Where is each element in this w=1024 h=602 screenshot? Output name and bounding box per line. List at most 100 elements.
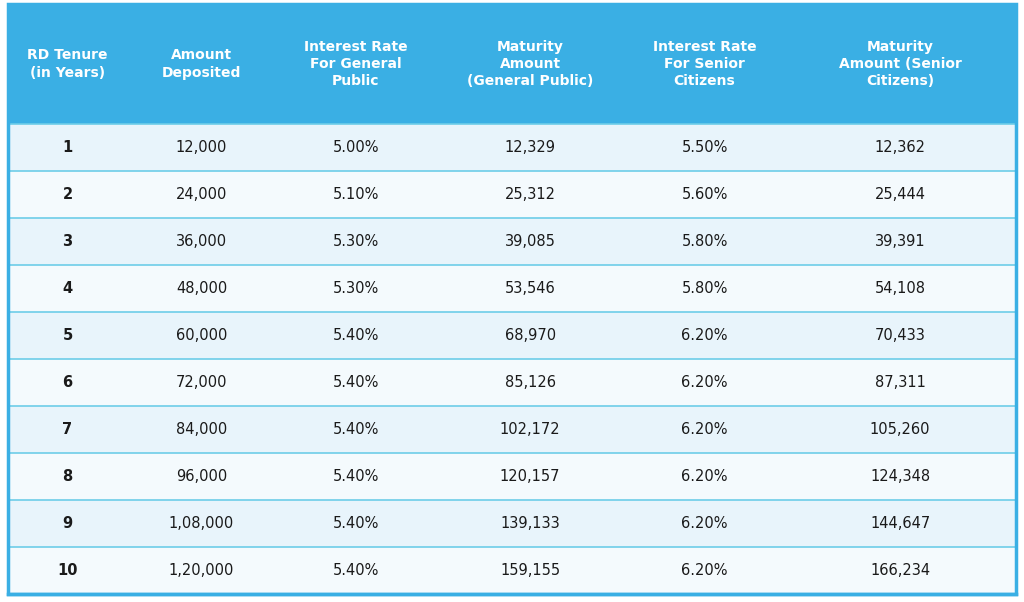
Text: 5.40%: 5.40% <box>333 422 379 437</box>
Text: 5.30%: 5.30% <box>333 234 379 249</box>
Text: 5: 5 <box>62 328 73 343</box>
Text: 85,126: 85,126 <box>505 375 556 390</box>
Bar <box>8 124 127 171</box>
Bar <box>127 171 276 218</box>
Text: 5.40%: 5.40% <box>333 563 379 578</box>
Text: 5.50%: 5.50% <box>681 140 728 155</box>
Bar <box>435 312 625 359</box>
Bar <box>276 547 435 594</box>
Bar <box>127 547 276 594</box>
Bar <box>127 218 276 265</box>
Bar <box>784 453 1016 500</box>
Text: 12,329: 12,329 <box>505 140 556 155</box>
Bar <box>784 312 1016 359</box>
Text: 68,970: 68,970 <box>505 328 556 343</box>
Bar <box>625 547 784 594</box>
Text: 6: 6 <box>62 375 73 390</box>
Text: 139,133: 139,133 <box>501 516 560 531</box>
Bar <box>276 265 435 312</box>
Bar <box>127 453 276 500</box>
Text: 6.20%: 6.20% <box>681 422 728 437</box>
Bar <box>276 453 435 500</box>
Text: 54,108: 54,108 <box>874 281 926 296</box>
Text: RD Tenure
(in Years): RD Tenure (in Years) <box>28 48 108 79</box>
Bar <box>784 359 1016 406</box>
Text: 60,000: 60,000 <box>176 328 227 343</box>
Text: 25,444: 25,444 <box>874 187 926 202</box>
Text: 5.10%: 5.10% <box>333 187 379 202</box>
Text: 12,000: 12,000 <box>176 140 227 155</box>
Text: 12,362: 12,362 <box>874 140 926 155</box>
Text: 1,08,000: 1,08,000 <box>169 516 234 531</box>
Bar <box>276 359 435 406</box>
Text: 25,312: 25,312 <box>505 187 556 202</box>
Text: 102,172: 102,172 <box>500 422 560 437</box>
Text: Maturity
Amount
(General Public): Maturity Amount (General Public) <box>467 40 593 88</box>
Bar <box>625 406 784 453</box>
Bar <box>276 218 435 265</box>
Text: 6.20%: 6.20% <box>681 469 728 484</box>
Text: 53,546: 53,546 <box>505 281 555 296</box>
Text: Interest Rate
For General
Public: Interest Rate For General Public <box>304 40 408 88</box>
Text: 9: 9 <box>62 516 73 531</box>
Bar <box>784 4 1016 124</box>
Text: 6.20%: 6.20% <box>681 516 728 531</box>
Text: 124,348: 124,348 <box>870 469 930 484</box>
Bar <box>127 4 276 124</box>
Text: 1,20,000: 1,20,000 <box>169 563 234 578</box>
Text: 84,000: 84,000 <box>176 422 227 437</box>
Bar <box>127 265 276 312</box>
Text: 96,000: 96,000 <box>176 469 227 484</box>
Bar <box>127 500 276 547</box>
Bar <box>127 359 276 406</box>
Bar <box>784 265 1016 312</box>
Text: 3: 3 <box>62 234 73 249</box>
Bar <box>8 4 127 124</box>
Text: 166,234: 166,234 <box>870 563 930 578</box>
Bar <box>276 312 435 359</box>
Text: 105,260: 105,260 <box>869 422 931 437</box>
Bar <box>784 547 1016 594</box>
Text: 8: 8 <box>62 469 73 484</box>
Text: 70,433: 70,433 <box>874 328 926 343</box>
Text: 1: 1 <box>62 140 73 155</box>
Text: 24,000: 24,000 <box>176 187 227 202</box>
Bar <box>8 453 127 500</box>
Bar <box>625 500 784 547</box>
Bar <box>8 359 127 406</box>
Bar <box>435 453 625 500</box>
Bar <box>8 547 127 594</box>
Bar <box>625 312 784 359</box>
Text: 87,311: 87,311 <box>874 375 926 390</box>
Bar <box>435 500 625 547</box>
Text: 120,157: 120,157 <box>500 469 560 484</box>
Text: Amount
Deposited: Amount Deposited <box>162 48 242 79</box>
Bar <box>127 406 276 453</box>
Bar <box>625 218 784 265</box>
Bar <box>435 547 625 594</box>
Bar <box>625 359 784 406</box>
Bar <box>276 500 435 547</box>
Bar <box>435 4 625 124</box>
Bar <box>435 171 625 218</box>
Text: 2: 2 <box>62 187 73 202</box>
Bar <box>784 500 1016 547</box>
Text: 5.30%: 5.30% <box>333 281 379 296</box>
Bar <box>625 124 784 171</box>
Text: 5.60%: 5.60% <box>681 187 728 202</box>
Text: 7: 7 <box>62 422 73 437</box>
Text: 5.80%: 5.80% <box>681 281 728 296</box>
Bar <box>625 453 784 500</box>
Text: 5.80%: 5.80% <box>681 234 728 249</box>
Text: 72,000: 72,000 <box>176 375 227 390</box>
Bar <box>784 171 1016 218</box>
Bar <box>784 124 1016 171</box>
Text: 10: 10 <box>57 563 78 578</box>
Bar <box>8 312 127 359</box>
Bar <box>784 218 1016 265</box>
Text: 6.20%: 6.20% <box>681 563 728 578</box>
Bar <box>127 124 276 171</box>
Bar <box>8 500 127 547</box>
Text: 4: 4 <box>62 281 73 296</box>
Text: Interest Rate
For Senior
Citizens: Interest Rate For Senior Citizens <box>652 40 757 88</box>
